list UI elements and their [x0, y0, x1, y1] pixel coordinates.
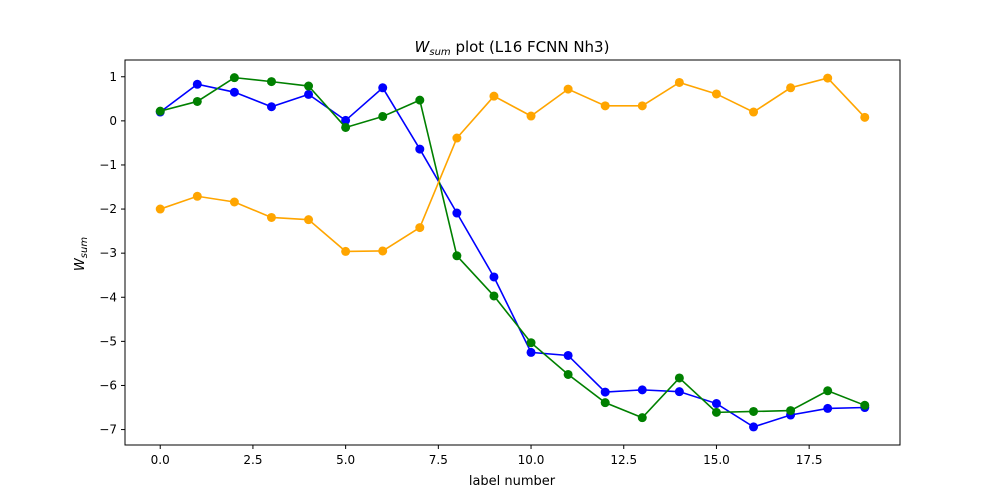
y-tick-label: −5	[99, 334, 117, 348]
series-3-point	[563, 84, 573, 94]
series-1-point	[711, 399, 721, 409]
x-tick-label: 10.0	[518, 453, 545, 467]
chart-title-main: W	[415, 38, 431, 56]
x-tick-label: 2.5	[243, 453, 262, 467]
series-1-point	[415, 144, 425, 154]
y-axis-label: Wsum	[73, 237, 90, 271]
series-1-point	[192, 79, 202, 89]
series-1-point	[600, 387, 610, 397]
y-tick-label: −4	[99, 290, 117, 304]
series-3-line	[159, 77, 866, 253]
chart-title-sub: sum	[429, 47, 451, 58]
series-3-point	[155, 204, 165, 214]
series-2-point	[526, 338, 536, 348]
series-2-point	[749, 406, 759, 416]
y-tick-label: −7	[99, 423, 117, 437]
y-tick-label: 0	[109, 114, 117, 128]
series-2-point	[266, 77, 276, 87]
x-tick-label: 5.0	[336, 453, 355, 467]
series-1-point	[526, 347, 536, 357]
series-3-point	[378, 246, 388, 256]
series-2-point	[378, 111, 388, 121]
series-3-point	[823, 73, 833, 83]
x-tick-label: 0.0	[151, 453, 170, 467]
series-1-point	[304, 89, 314, 99]
series-2-point	[637, 413, 647, 423]
series-3	[155, 73, 870, 256]
axes-layer: 0.0 2.5 5.0 7.5 10.0 12.5 15.0 17.5 1 0 −1 −2 −3 −4 −5…	[99, 59, 901, 467]
series-3-point	[341, 246, 351, 256]
series-3-point	[786, 83, 796, 93]
series-3-point	[637, 101, 647, 111]
series-1-point	[674, 387, 684, 397]
chart-title-rest: plot (L16 FCNN Nh3)	[451, 38, 610, 56]
y-tick-label: −3	[99, 246, 117, 260]
series-1	[155, 79, 870, 432]
series-2-point	[155, 106, 165, 116]
series-3-point	[860, 112, 870, 122]
series-3-point	[192, 191, 202, 201]
series-2-point	[711, 407, 721, 417]
series-layer	[155, 73, 870, 432]
y-tick-label: −1	[99, 158, 117, 172]
x-tick-label: 7.5	[429, 453, 448, 467]
series-3-point	[526, 111, 536, 121]
series-3-point	[711, 89, 721, 99]
series-3-point	[489, 91, 499, 101]
series-2-point	[860, 400, 870, 410]
series-1-point	[823, 403, 833, 413]
series-3-point	[266, 212, 276, 222]
series-1-point	[452, 208, 462, 218]
series-2	[155, 73, 870, 423]
y-axis-label-main: W	[73, 257, 88, 271]
series-2-point	[674, 373, 684, 383]
series-2-point	[489, 291, 499, 301]
series-3-point	[674, 77, 684, 87]
series-3-point	[304, 215, 314, 225]
series-2-point	[304, 81, 314, 91]
series-1-point	[563, 350, 573, 360]
x-tick-label: 15.0	[703, 453, 730, 467]
series-2-point	[192, 96, 202, 106]
series-3-point	[600, 101, 610, 111]
y-tick-label: 1	[109, 70, 117, 84]
series-3-point	[415, 223, 425, 233]
series-1-point	[637, 385, 647, 395]
series-2-point	[452, 251, 462, 261]
y-axis-label-sub: sum	[79, 237, 90, 259]
series-2-point	[563, 369, 573, 379]
y-tick-label: −2	[99, 202, 117, 216]
series-1-point	[266, 102, 276, 112]
y-tick-label: −6	[99, 378, 117, 392]
series-2-point	[229, 73, 239, 83]
series-1-point	[341, 115, 351, 125]
x-axis-label: label number	[469, 474, 556, 489]
series-1-line	[159, 83, 865, 428]
series-2-point	[823, 386, 833, 396]
plot-frame	[124, 59, 901, 446]
series-2-point	[600, 398, 610, 408]
series-3-point	[452, 133, 462, 143]
series-2-line	[160, 76, 866, 419]
x-tick-label: 17.5	[796, 453, 823, 467]
series-3-point	[229, 197, 239, 207]
series-1-point	[489, 272, 499, 282]
x-tick-label: 12.5	[610, 453, 637, 467]
series-1-point	[749, 422, 759, 432]
series-1-point	[229, 87, 239, 97]
series-1-point	[378, 83, 388, 93]
series-2-point	[415, 95, 425, 105]
series-3-point	[749, 107, 759, 117]
series-2-point	[341, 122, 351, 132]
chart-title: Wsum plot (L16 FCNN Nh3)	[415, 38, 610, 58]
series-2-point	[786, 406, 796, 416]
